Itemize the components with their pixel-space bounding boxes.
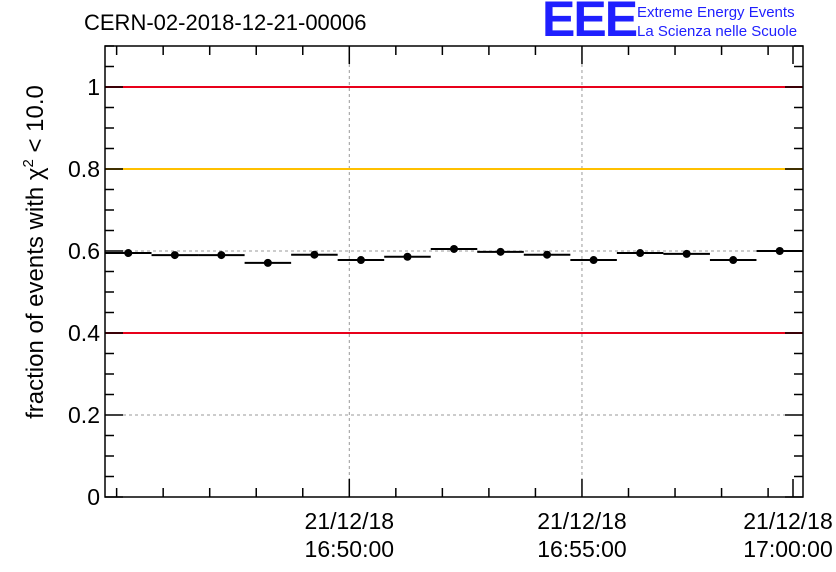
logo-line-2: La Scienza nelle Scuole [637,23,798,40]
y-axis-label-prefix: fraction of events with [22,180,49,419]
data-point [170,251,179,260]
data-point [543,250,552,259]
x-tick-label-date: 21/12/18 [305,508,395,534]
logo-caption: Extreme Energy Events La Scienza nelle S… [637,3,797,41]
y-tick-label: 0.6 [68,238,100,264]
y-axis-label-symbol: χ [22,167,49,181]
data-point [775,247,784,255]
y-axis-label-superscript: 2 [20,159,37,168]
data-point [729,256,738,265]
plot-frame [104,45,804,498]
data-point [310,250,319,259]
chart-title: CERN-02-2018-12-21-00006 [84,10,367,35]
x-tick-label-time: 16:55:00 [537,536,627,562]
data-point [682,249,691,258]
data-point [356,256,365,265]
y-tick-label: 0.2 [68,402,100,428]
data-point [636,249,645,258]
data-point [496,247,505,256]
data-point [263,258,272,267]
y-tick-label: 1 [87,74,100,100]
x-tick-label-time: 17:00:00 [743,536,833,562]
data-point [124,249,133,258]
data-point [403,252,412,261]
data-point [589,256,598,265]
data-point [217,251,226,260]
y-tick-label: 0 [87,484,100,510]
logo-line-1: Extreme Energy Events [637,4,795,21]
eee-logo: EEE [542,0,638,47]
y-tick-label: 0.8 [68,156,100,182]
x-tick-label-date: 21/12/18 [743,508,833,534]
data-point [450,244,458,253]
y-axis-label: fraction of events with χ2 < 10.0 [20,85,50,419]
y-tick-label: 0.4 [68,320,100,346]
x-tick-label-date: 21/12/18 [537,508,627,534]
x-tick-label-time: 16:50:00 [305,536,395,562]
y-axis-label-suffix: < 10.0 [22,85,49,160]
